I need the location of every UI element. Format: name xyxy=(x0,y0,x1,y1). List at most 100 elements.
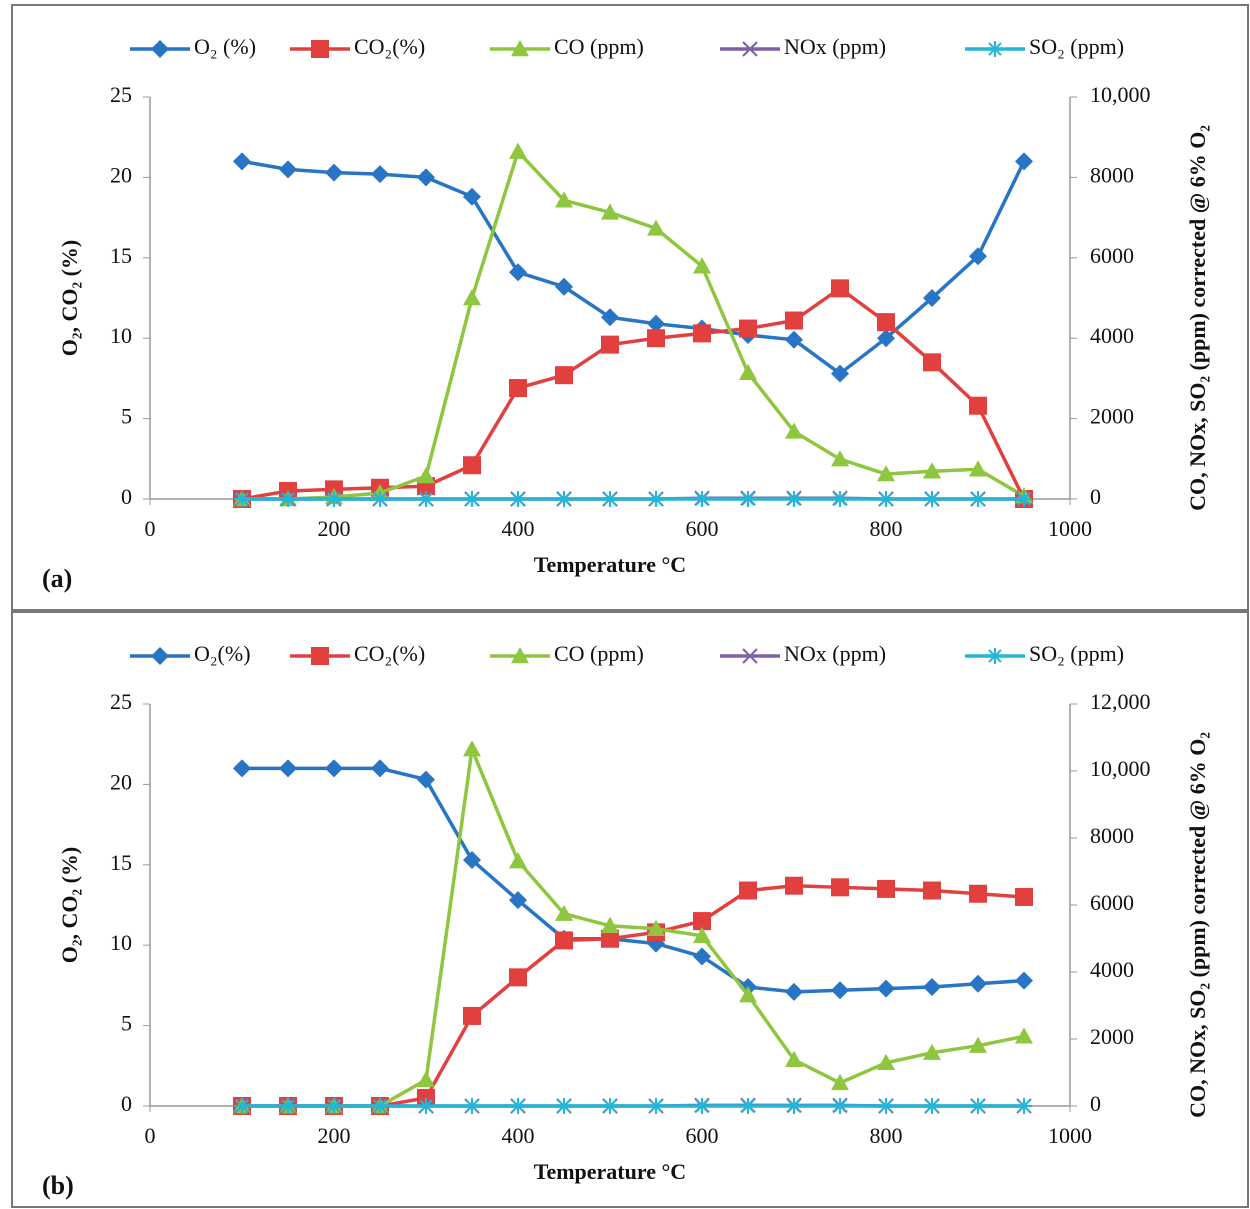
marker xyxy=(924,1098,940,1114)
marker xyxy=(234,1098,250,1114)
marker xyxy=(372,491,388,507)
y2-tick-label: 6000 xyxy=(1090,243,1134,268)
y-tick-label: 5 xyxy=(121,404,132,429)
marker xyxy=(325,759,343,778)
marker xyxy=(1016,1098,1032,1114)
y-tick-label: 15 xyxy=(110,850,132,875)
marker xyxy=(877,879,895,898)
marker xyxy=(987,648,1003,664)
y-tick-label: 15 xyxy=(110,243,132,268)
y2-tick-label: 4000 xyxy=(1090,957,1134,982)
marker xyxy=(786,491,802,507)
marker xyxy=(463,187,481,206)
marker xyxy=(279,759,297,778)
marker xyxy=(693,926,711,944)
marker xyxy=(1015,887,1033,906)
marker xyxy=(1015,152,1033,171)
marker xyxy=(923,978,941,997)
marker xyxy=(832,1098,848,1114)
marker xyxy=(923,289,941,307)
x-tick-label: 800 xyxy=(870,516,903,541)
marker xyxy=(831,981,849,1000)
marker xyxy=(464,491,480,507)
marker xyxy=(740,491,756,507)
series-line xyxy=(242,742,1025,1108)
marker xyxy=(970,1098,986,1114)
marker xyxy=(785,1050,803,1067)
marker xyxy=(693,912,711,931)
marker xyxy=(970,491,986,507)
y2-tick-label: 2000 xyxy=(1090,1024,1134,1049)
y2-tick-label: 10,000 xyxy=(1090,82,1151,107)
y2-tick-label: 2000 xyxy=(1090,404,1134,429)
marker xyxy=(877,1053,895,1070)
marker xyxy=(234,491,250,507)
x-tick-label: 0 xyxy=(145,516,156,541)
marker xyxy=(151,40,169,58)
y2-tick-label: 6000 xyxy=(1090,890,1134,915)
marker xyxy=(463,1006,481,1025)
marker xyxy=(463,456,481,475)
marker xyxy=(555,366,573,385)
x-tick-label: 1000 xyxy=(1048,516,1092,541)
marker xyxy=(601,203,619,220)
legend-label: CO₂(%) xyxy=(354,34,425,59)
marker xyxy=(555,931,573,950)
x-tick-label: 800 xyxy=(870,1123,903,1148)
marker xyxy=(555,191,573,208)
x-tick-label: 400 xyxy=(502,516,535,541)
marker xyxy=(509,968,527,987)
marker xyxy=(601,916,619,933)
legend-label: CO₂(%) xyxy=(354,641,425,666)
marker xyxy=(647,219,665,236)
x-tick-label: 200 xyxy=(318,1123,351,1148)
x-tick-label: 600 xyxy=(686,1123,719,1148)
y2-tick-label: 12,000 xyxy=(1090,689,1151,714)
panel-label: (a) xyxy=(42,564,72,593)
marker xyxy=(326,1098,342,1114)
marker xyxy=(510,491,526,507)
y-tick-label: 0 xyxy=(121,484,132,509)
x-tick-label: 0 xyxy=(145,1123,156,1148)
y2-tick-label: 8000 xyxy=(1090,162,1134,187)
marker xyxy=(417,770,435,789)
x-axis-title: Temperature °C xyxy=(534,1159,686,1184)
y-axis-title: O₂, CO₂ (%) xyxy=(57,847,82,963)
y-tick-label: 10 xyxy=(110,323,132,348)
marker xyxy=(785,311,803,330)
marker xyxy=(602,491,618,507)
marker xyxy=(417,467,435,484)
marker xyxy=(969,247,987,266)
marker xyxy=(509,263,527,282)
panel-label: (b) xyxy=(42,1171,74,1200)
marker xyxy=(923,1043,941,1060)
marker xyxy=(417,1070,435,1088)
marker xyxy=(325,163,343,182)
marker xyxy=(418,1098,434,1114)
marker xyxy=(739,986,757,1003)
chart-panel: 0 5 10 15 20 25 0 2000 4000 6000 8000 10,000 12,000 0… xyxy=(42,641,1210,1200)
marker xyxy=(693,947,711,966)
panel-frame xyxy=(11,4,1249,611)
y-tick-label: 0 xyxy=(121,1091,132,1116)
marker xyxy=(647,919,665,936)
marker xyxy=(877,329,895,348)
marker xyxy=(878,491,894,507)
legend-label: NOx (ppm) xyxy=(784,34,886,59)
marker xyxy=(742,648,758,664)
marker xyxy=(556,491,572,507)
y2-tick-label: 0 xyxy=(1090,1091,1101,1116)
marker xyxy=(969,1036,987,1053)
marker xyxy=(511,647,529,664)
marker xyxy=(878,1098,894,1114)
marker xyxy=(647,314,665,333)
marker xyxy=(785,330,803,349)
marker xyxy=(693,324,711,343)
marker xyxy=(877,465,895,482)
marker xyxy=(371,165,389,184)
marker xyxy=(464,1098,480,1114)
y-tick-label: 10 xyxy=(110,930,132,955)
marker xyxy=(463,289,481,306)
y2-tick-label: 0 xyxy=(1090,484,1101,509)
